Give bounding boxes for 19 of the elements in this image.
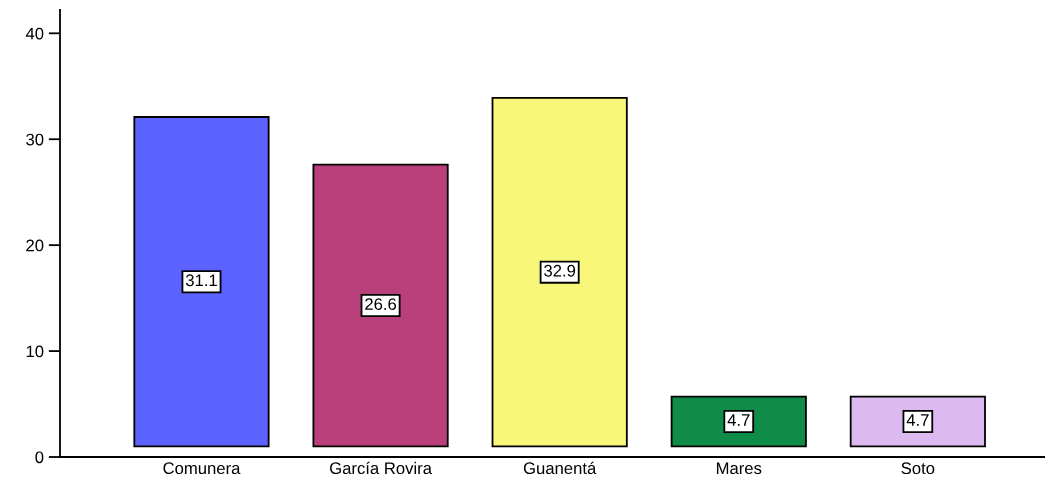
- x-tick-label: García Rovira: [330, 461, 432, 475]
- x-tick-label: Comunera: [163, 462, 241, 475]
- bar: [312, 163, 449, 448]
- x-tick-label: Guanentá: [523, 461, 597, 475]
- y-tick-label: 10: [26, 345, 44, 358]
- y-tick-label: 40: [25, 27, 44, 40]
- bar: [491, 97, 628, 448]
- y-tick-label: 0: [35, 451, 44, 464]
- x-tick-label: Soto: [901, 462, 935, 475]
- data-label: 32.9: [544, 264, 576, 277]
- data-label: 4.7: [727, 414, 750, 426]
- bar: [849, 395, 986, 448]
- data-label: 26.6: [365, 298, 397, 310]
- y-tick-label: 20: [26, 239, 44, 252]
- bar: [133, 116, 270, 448]
- y-tick-label: 30: [26, 133, 44, 146]
- x-tick-label: Mares: [716, 462, 762, 475]
- data-label: 4.7: [906, 414, 929, 426]
- data-label: 31.1: [185, 274, 217, 287]
